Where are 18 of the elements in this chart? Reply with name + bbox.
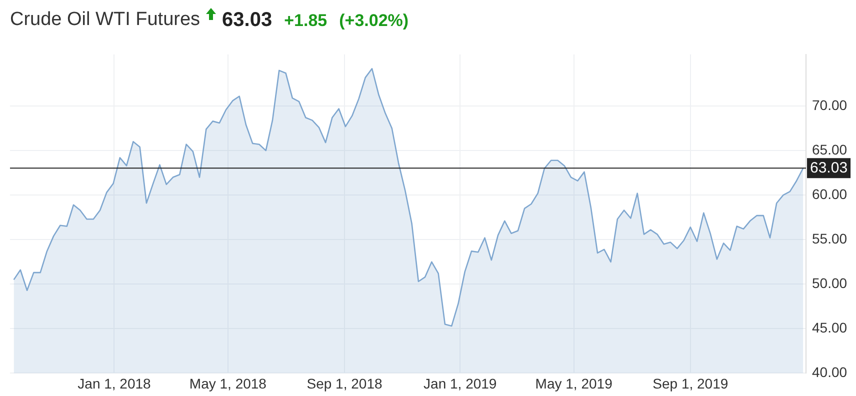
y-tick-label: 50.00 xyxy=(812,275,848,292)
y-tick-label: 55.00 xyxy=(812,230,848,246)
x-tick-label: Sep 1, 2018 xyxy=(306,375,382,392)
y-tick-label: 45.00 xyxy=(812,320,848,336)
text: +1.85 xyxy=(284,10,328,30)
x-tick-label: May 1, 2018 xyxy=(189,375,267,392)
chart-title: Crude Oil WTI Futures xyxy=(10,9,200,31)
x-tick-label: May 1, 2019 xyxy=(535,375,613,392)
x-tick-label: Jan 1, 2019 xyxy=(424,375,497,392)
y-tick-label: 40.00 xyxy=(812,364,848,380)
text: (+3.02%) xyxy=(339,10,409,30)
y-tick-label: 70.00 xyxy=(812,96,848,113)
y-tick-label: 60.00 xyxy=(812,186,848,202)
ref-line-label: 63.03 xyxy=(810,159,848,176)
x-tick-label: Jan 1, 2018 xyxy=(78,375,152,392)
text: 63.03 xyxy=(222,8,272,30)
y-tick-label: 65.00 xyxy=(812,141,848,158)
x-tick-label: Sep 1, 2019 xyxy=(652,375,728,392)
